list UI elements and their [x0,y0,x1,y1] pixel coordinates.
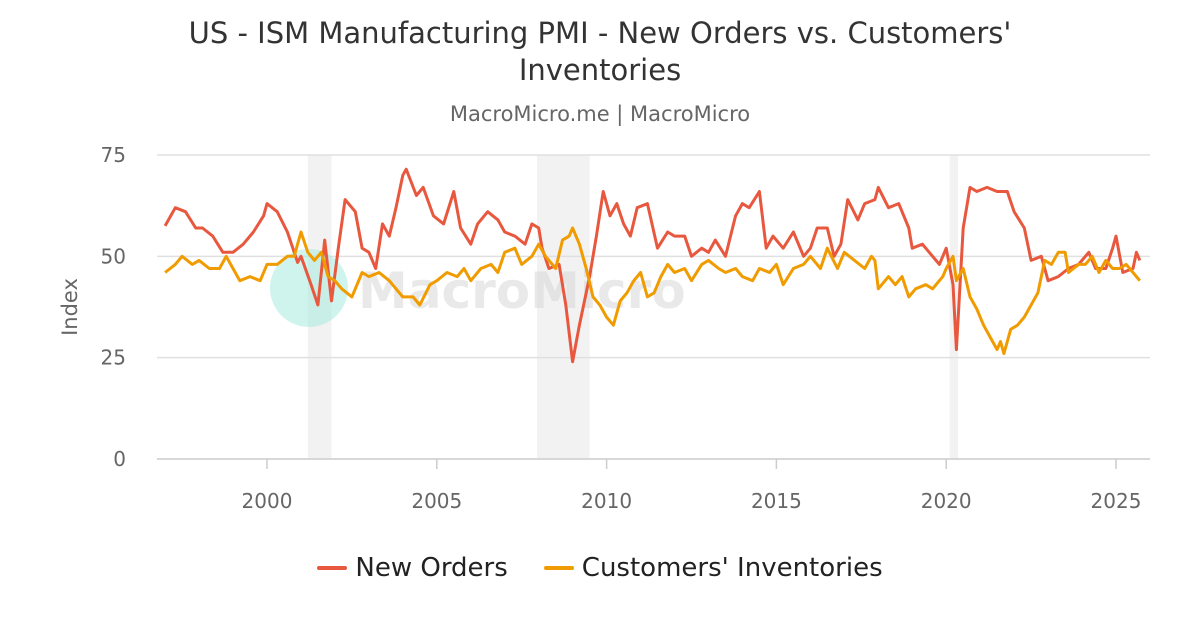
legend: New Orders Customers' Inventories [0,553,1200,583]
legend-swatch-new-orders [317,566,348,570]
legend-label-new-orders: New Orders [355,553,508,583]
x-tick-label: 2000 [242,489,293,513]
x-tick-label: 2005 [411,489,462,513]
y-tick-label: 50 [101,244,126,268]
legend-item-new-orders[interactable]: New Orders [317,553,508,583]
recession-band [536,155,590,459]
legend-item-customers-inventories[interactable]: Customers' Inventories [543,553,883,583]
watermark-text: MacroMicro [358,262,686,320]
series-line-customers-inventories [164,226,1141,356]
x-tick-label: 2020 [921,489,972,513]
chart-title: US - ISM Manufacturing PMI - New Orders … [188,16,1012,87]
legend-label-customers-inventories: Customers' Inventories [581,553,883,583]
y-tick-label: 0 [113,447,126,471]
y-axis-label: Index [58,278,82,336]
x-tick-label: 2015 [751,489,802,513]
series-line-new-orders [163,167,1142,364]
y-tick-label: 25 [101,346,126,370]
y-tick-label: 75 [101,143,126,167]
x-tick-label: 2010 [581,489,632,513]
legend-swatch-customers-inventories [543,566,574,570]
x-tick-label: 2025 [1091,489,1142,513]
chart-subtitle: MacroMicro.me | MacroMicro [449,102,751,126]
